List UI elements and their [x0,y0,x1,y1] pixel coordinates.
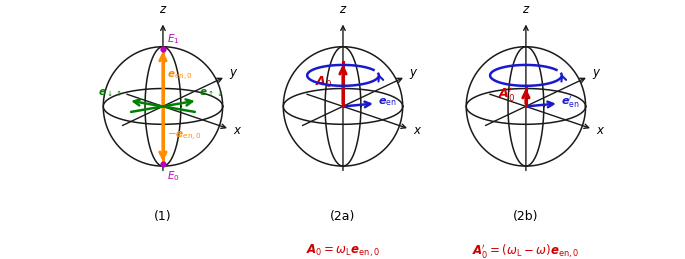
Text: $x$: $x$ [413,124,422,137]
Text: $\boldsymbol{e}_{\rm en}$: $\boldsymbol{e}_{\rm en}$ [377,96,397,107]
Text: $E_0$: $E_0$ [166,169,179,183]
Text: $\boldsymbol{e}_{\rm en}'$: $\boldsymbol{e}_{\rm en}'$ [560,94,580,110]
Text: $y$: $y$ [409,67,418,81]
Text: (2a): (2a) [330,210,356,223]
Text: $z$: $z$ [339,3,347,16]
Text: $\boldsymbol{A}_0' = (\omega_{\rm L} - \omega)\boldsymbol{e}_{\rm en,0}$: $\boldsymbol{A}_0' = (\omega_{\rm L} - \… [472,242,580,259]
Text: $z$: $z$ [159,3,167,16]
Text: (1): (1) [154,210,172,223]
Text: $y$: $y$ [592,67,601,81]
Text: $\boldsymbol{A}_0'$: $\boldsymbol{A}_0'$ [497,85,515,104]
Text: $\boldsymbol{e}_{\uparrow\downarrow}$: $\boldsymbol{e}_{\uparrow\downarrow}$ [199,88,223,99]
Text: $z$: $z$ [522,3,530,16]
Text: $\boldsymbol{A}_0 = \omega_{\rm L}\boldsymbol{e}_{\rm en,0}$: $\boldsymbol{A}_0 = \omega_{\rm L}\bolds… [306,243,380,259]
Text: (2b): (2b) [513,210,538,223]
Text: $y$: $y$ [229,67,238,81]
Text: $x$: $x$ [596,124,605,137]
Text: $\boldsymbol{A}_0$: $\boldsymbol{A}_0$ [314,75,332,90]
Text: $\boldsymbol{e}_{\rm en,0}$: $\boldsymbol{e}_{\rm en,0}$ [166,70,193,83]
Text: $E_1$: $E_1$ [166,32,179,46]
Text: $x$: $x$ [233,124,242,137]
Text: $\boldsymbol{e}_{\downarrow\uparrow}$: $\boldsymbol{e}_{\downarrow\uparrow}$ [98,88,123,99]
Text: $-\boldsymbol{e}_{\rm en,0}$: $-\boldsymbol{e}_{\rm en,0}$ [166,130,201,143]
